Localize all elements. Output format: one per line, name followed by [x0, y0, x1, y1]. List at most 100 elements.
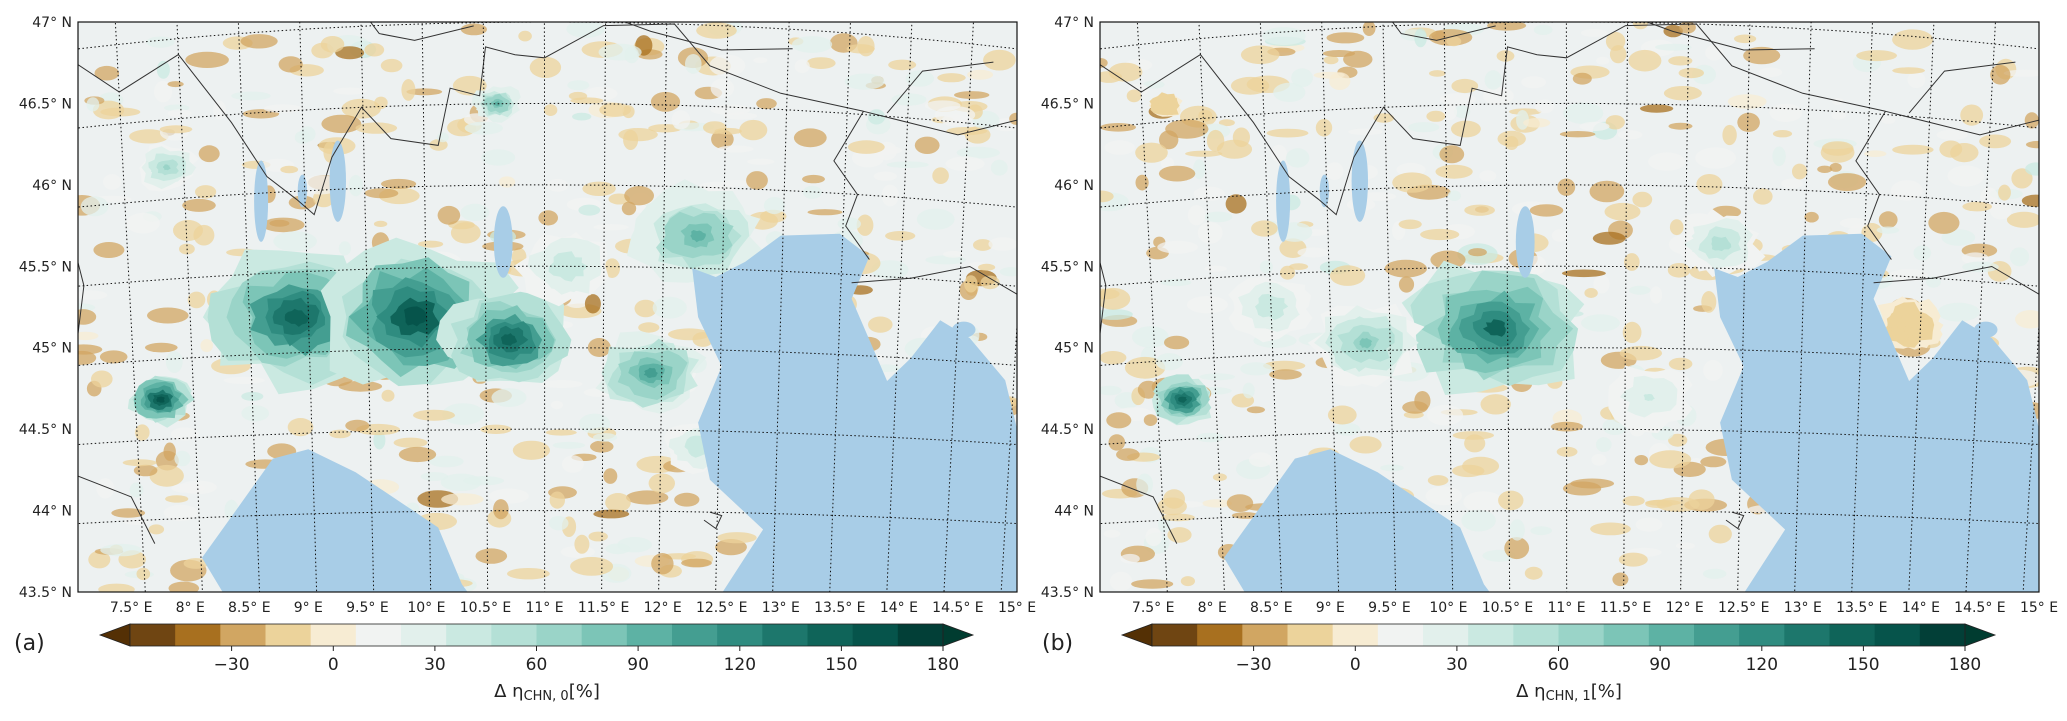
field-patch: [1612, 572, 1629, 587]
field-patch: [792, 36, 833, 53]
field-patch: [1100, 190, 1114, 203]
field-patch: [420, 472, 449, 481]
field-patch: [1702, 568, 1727, 579]
border-line: [78, 207, 156, 544]
field-patch: [1464, 434, 1486, 453]
field-patch: [1116, 448, 1140, 461]
field-patch: [91, 370, 113, 388]
lon-tick-label: 12° E: [1666, 600, 1704, 616]
lat-tick-label: 45.5° N: [1041, 259, 1094, 275]
field-patch: [1145, 527, 1162, 547]
field-patch: [550, 400, 564, 410]
field-patch: [223, 376, 265, 384]
field-patch: [1100, 385, 1122, 396]
lat-gridline: [1100, 22, 2039, 50]
field-patch: [488, 488, 529, 504]
anomaly-hotspots: [127, 86, 767, 475]
field-patch: [1596, 56, 1610, 65]
field-patch: [584, 86, 618, 101]
field-patch: [1708, 524, 1732, 544]
field-patch: [760, 209, 787, 223]
field-patch: [1632, 22, 1649, 30]
colorbar-segment: [762, 624, 808, 646]
field-patch: [634, 299, 657, 318]
field-patch: [1928, 211, 1960, 234]
field-patch: [717, 145, 754, 153]
lon-tick-label: 8.5° E: [228, 600, 271, 616]
colorbar-segment: [717, 624, 763, 646]
field-patch: [460, 23, 487, 36]
field-patch: [145, 342, 178, 353]
field-patch: [135, 424, 150, 441]
field-patch: [1634, 455, 1649, 466]
field-patch: [1498, 490, 1524, 511]
field-patch: [1429, 70, 1446, 77]
field-patch: [1242, 382, 1255, 399]
hotspot-contour: [693, 444, 702, 451]
field-patch: [1427, 475, 1449, 486]
lat-tick-label: 47° N: [1054, 15, 1094, 31]
lon-gridline: [1504, 22, 1511, 592]
field-patch: [916, 208, 955, 230]
colorbar-segment: [581, 624, 628, 646]
field-patch: [1960, 104, 1984, 126]
field-patch: [1743, 46, 1781, 65]
field-patch: [545, 429, 577, 436]
field-patch: [147, 307, 189, 324]
hotspot-contour: [1359, 338, 1373, 349]
colorbar-label-a: Δ ηCHN, 0[%]: [494, 681, 600, 704]
lat-tick-label: 46.5° N: [1041, 96, 1094, 112]
field-patch: [1266, 128, 1309, 138]
field-patch: [739, 119, 768, 141]
lake: [1974, 321, 1998, 338]
field-patch: [1323, 55, 1339, 65]
field-patch: [507, 568, 550, 580]
field-patch: [1950, 143, 1979, 163]
field-patch: [973, 239, 993, 251]
field-patch: [418, 240, 444, 248]
field-patch: [1251, 220, 1278, 237]
field-patch: [1561, 269, 1606, 278]
field-patch: [1482, 87, 1514, 105]
hotspot-contour: [1643, 394, 1655, 401]
colorbar-segment: [1332, 624, 1379, 646]
field-patch: [136, 567, 151, 581]
lat-tick-label: 45° N: [32, 341, 72, 357]
sea-areas: [202, 140, 1017, 592]
lat-tick-label: 43.5° N: [1041, 585, 1094, 601]
field-patch: [1530, 526, 1552, 536]
field-patch: [1781, 178, 1804, 189]
field-patch: [1199, 373, 1235, 381]
field-patch: [1362, 22, 1376, 36]
field-patch: [1667, 263, 1691, 278]
lat-gridline: [78, 510, 1017, 525]
field-patch: [1831, 98, 1844, 105]
colorbar-segment: [1919, 624, 1966, 646]
border-line: [1908, 61, 2016, 114]
field-patch: [1864, 150, 1887, 157]
field-patch: [1962, 201, 1992, 212]
field-patch: [133, 464, 158, 477]
field-patch: [163, 442, 176, 461]
field-patch: [1572, 72, 1592, 85]
field-patch: [2003, 69, 2039, 77]
field-patch: [1380, 464, 1404, 472]
field-patch: [2024, 112, 2039, 129]
lat-gridline: [1100, 510, 2039, 525]
field-patch: [2006, 211, 2039, 228]
field-patch: [78, 331, 99, 341]
field-patch: [429, 455, 464, 468]
anomaly-hotspots: [1149, 92, 1944, 434]
field-patch: [1464, 204, 1495, 216]
lat-tick-label: 45° N: [1054, 341, 1094, 357]
colorbar-tick-label: 90: [627, 655, 649, 675]
colorbar-segment: [1829, 624, 1876, 646]
lat-gridline: [78, 265, 1017, 287]
hotspot-contour: [1714, 239, 1725, 248]
field-patch: [213, 100, 226, 120]
field-patch: [364, 188, 399, 199]
lon-gridline: [482, 22, 489, 592]
field-patch: [1009, 112, 1017, 125]
field-patch: [1240, 45, 1280, 65]
colorbar-segment: [1513, 624, 1559, 646]
